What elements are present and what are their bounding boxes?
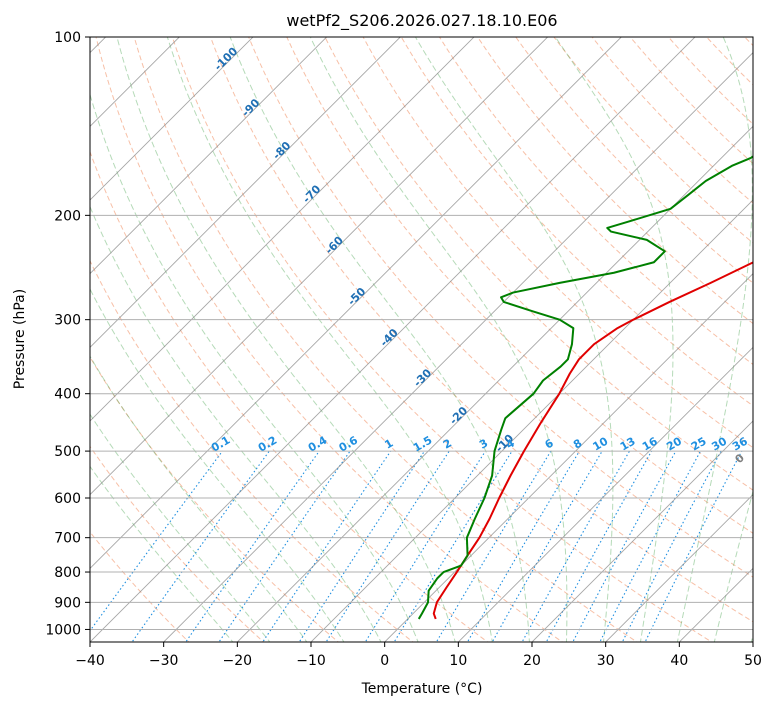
isotherms <box>90 37 753 642</box>
x-tick-label: 0 <box>380 653 389 669</box>
y-tick-label: 800 <box>54 565 81 581</box>
isotherm-line <box>531 420 753 642</box>
x-tick-label: 30 <box>597 653 615 669</box>
x-axis-title: Temperature (°C) <box>361 681 483 697</box>
x-tick-label: 50 <box>744 653 762 669</box>
isotherm-line <box>236 125 753 642</box>
dry-adiabat-line <box>90 150 489 642</box>
moist-adiabat-line <box>676 37 753 642</box>
x-tick-label: 20 <box>523 653 541 669</box>
mixing-ratio-line <box>298 450 425 642</box>
mixing-ratio-line <box>466 450 580 642</box>
mixing-ratio-lines <box>90 450 743 642</box>
y-tick-label: 700 <box>54 531 81 547</box>
moist-adiabat-line <box>90 355 308 642</box>
isotherm-line <box>90 37 475 422</box>
isotherm-line <box>90 37 401 348</box>
temperature-profile-line <box>432 261 753 620</box>
y-tick-label: 400 <box>54 387 81 403</box>
mixing-ratio-line <box>364 450 486 642</box>
dry-adiabat-line <box>248 37 753 578</box>
x-axis: −40 −30 −20 −10 0 10 20 30 40 50 <box>75 642 762 669</box>
x-tick-label: −10 <box>296 653 326 669</box>
moist-adiabat-line <box>229 37 530 642</box>
dewpoint-profile-line <box>417 155 753 620</box>
mixing-ratio-line <box>262 450 392 642</box>
mixing-ratio-line <box>131 450 270 642</box>
mixing-ratio-line <box>325 450 450 642</box>
mixing-ratio-line <box>599 450 702 642</box>
mixing-ratio-line <box>393 450 513 642</box>
mixing-ratio-line <box>572 450 677 642</box>
y-axis-title: Pressure (hPa) <box>12 289 28 389</box>
y-axis: 1000 900 800 700 600 500 400 300 200 100 <box>45 30 90 638</box>
x-tick-label: 10 <box>449 653 467 669</box>
dry-adiabat-line <box>171 37 713 642</box>
isotherm-line <box>90 37 696 642</box>
y-tick-label: 500 <box>54 444 81 460</box>
mixing-ratio-line <box>218 450 351 642</box>
mixing-ratio-line <box>90 450 223 632</box>
plot-frame <box>89 36 754 643</box>
isotherm-line <box>90 37 549 496</box>
isotherm-line <box>310 199 753 642</box>
dry-adiabat-line <box>286 37 753 534</box>
y-tick-label: 100 <box>54 30 81 46</box>
dry-adiabat-line <box>362 37 753 449</box>
moist-adiabat-line <box>166 37 493 642</box>
mixing-ratio-line <box>185 450 320 642</box>
moist-adiabat-line <box>554 37 674 642</box>
moist-adiabat-line <box>309 37 568 642</box>
isotherm-line <box>457 346 753 642</box>
sounding-profiles <box>417 155 753 620</box>
isotherm-line <box>605 494 753 642</box>
mixing-ratio-line <box>621 450 722 642</box>
y-tick-label: 1000 <box>45 622 81 638</box>
isotherm-line <box>384 273 753 642</box>
y-tick-label: 900 <box>54 595 81 611</box>
dry-adiabat-line <box>438 37 753 366</box>
plot-area: -100-90-80-70-60-50-40-30-20-100.1 0.2 0.4… <box>90 37 753 642</box>
pressure-gridlines <box>90 37 753 630</box>
y-tick-label: 600 <box>54 491 81 507</box>
x-tick-label: −30 <box>149 653 179 669</box>
y-tick-label: 200 <box>54 208 81 224</box>
isotherm-line <box>90 37 622 569</box>
dry-adiabat-line <box>324 37 753 491</box>
isotherm-line <box>90 37 328 275</box>
chart-title: wetPf2_S206.2026.027.18.10.E06 <box>286 11 557 31</box>
x-tick-label: −40 <box>75 653 105 669</box>
x-tick-label: −20 <box>223 653 253 669</box>
isotherm-line <box>163 52 753 642</box>
isotherm-line <box>90 37 254 201</box>
y-tick-label: 300 <box>54 313 81 329</box>
moist-adiabat-line <box>116 37 456 642</box>
x-tick-label: 40 <box>670 653 688 669</box>
